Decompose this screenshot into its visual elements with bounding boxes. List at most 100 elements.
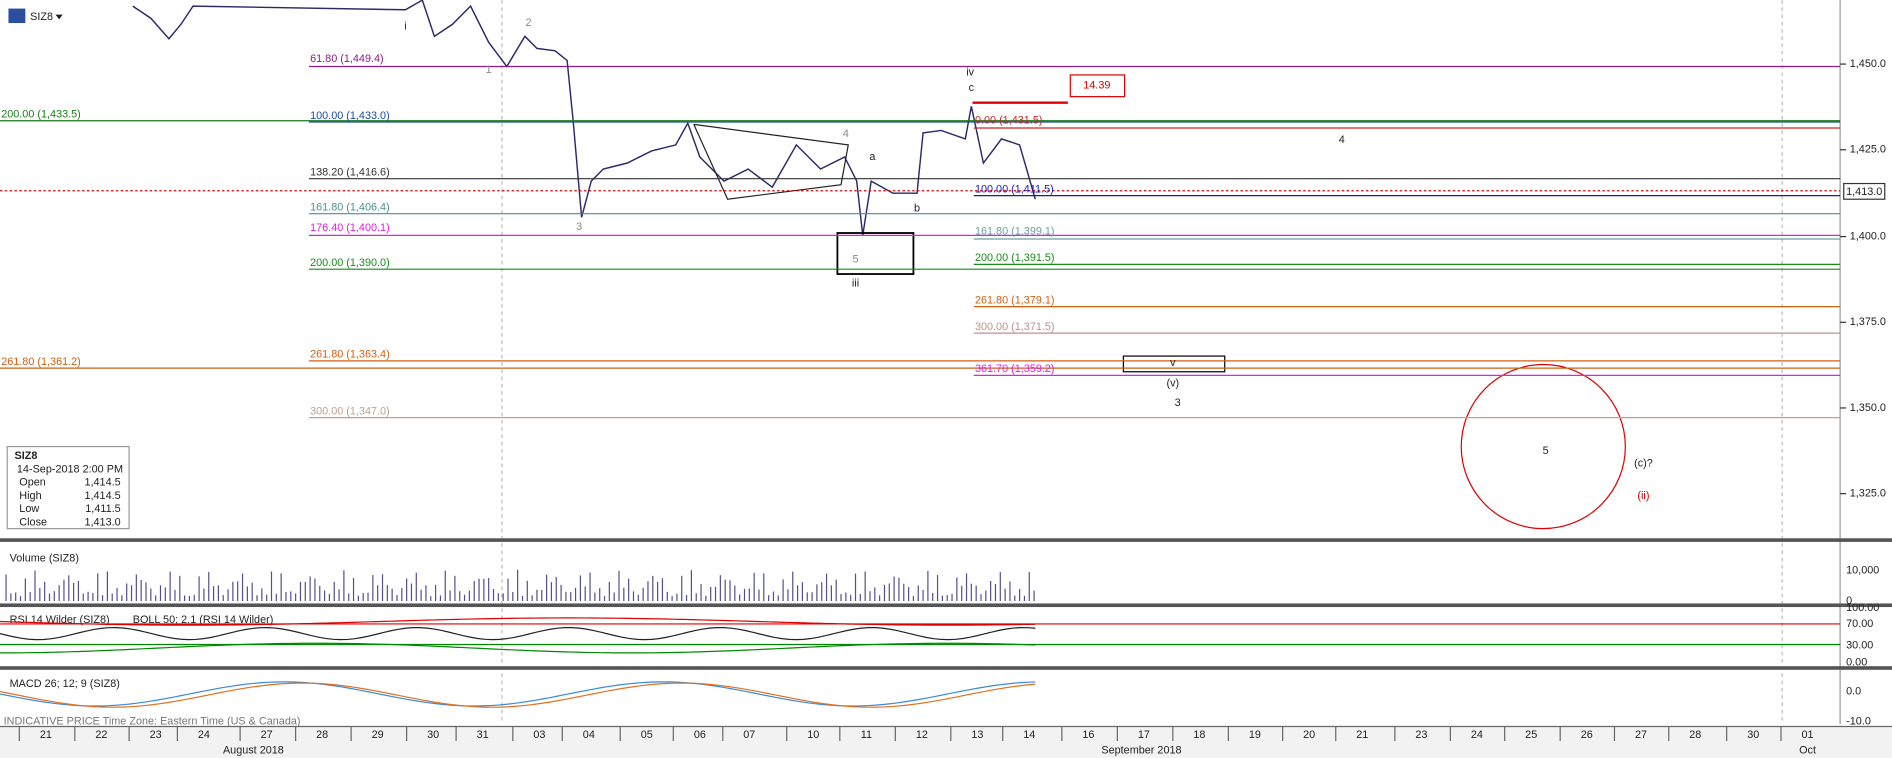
date-label: 06 [694,729,706,741]
boll-upper [0,617,1036,626]
fib-label: 261.80 (1,379.1) [975,294,1055,306]
wave-label: (c)? [1634,457,1653,469]
fib-label: 161.80 (1,399.1) [975,226,1055,238]
wave-label: 3 [1175,397,1181,409]
date-label: 31 [477,729,489,741]
panel-tick-label: 100.00 [1846,602,1879,614]
date-label: 14 [1023,729,1035,741]
layer: 1,450.0 1,425.0 1,400.0 1,375.0 1,350.0 1,325… [0,17,1886,757]
info-key: High [19,490,41,502]
panel-separator [0,603,1892,608]
panel-tick-label: 0 [1846,595,1852,607]
wave-label: 4 [1339,134,1345,146]
wave-label: 3 [576,221,582,233]
target-box [1069,74,1126,98]
info-key: Low [19,503,39,515]
date-label: 30 [427,729,439,741]
date-label: 25 [1525,729,1537,741]
date-label: 04 [583,729,595,741]
wave-label: i [404,21,406,33]
panel-tick-label: 30.00 [1846,640,1873,652]
panel-separator [0,538,1892,542]
date-label: 10 [807,729,819,741]
wave-label: 5 [852,253,858,265]
fib-label: 0.00 (1,431.5) [975,115,1043,127]
panel-tick-label: 70.00 [1846,618,1873,630]
fib-label: 261.80 (1,361.2) [1,356,81,368]
wave-label: 1 [486,64,492,76]
price-tick-label: 1,375.0 [1850,316,1886,328]
wave-label: 4 [843,128,849,140]
date-label: 22 [95,729,107,741]
fib-label: 100.00 (1,433.0) [310,110,390,122]
fib-label: 138.20 (1,416.6) [310,167,390,179]
status-text: INDICATIVE PRICE Time Zone: Eastern Time… [4,716,301,728]
date-label: 26 [1581,729,1593,741]
price-tick-label: 1,450.0 [1850,58,1886,70]
fib-label: 176.40 (1,400.1) [310,222,390,234]
symbol-icon [8,8,26,24]
fib-label: 300.00 (1,371.5) [975,321,1055,333]
fib-label: 200.00 (1,391.5) [975,252,1055,264]
date-label: 01 [1802,729,1814,741]
wave-label: (v) [1167,378,1180,390]
info-key: Open [19,477,46,489]
last-price-box [1843,182,1886,200]
date-label: 19 [1249,729,1261,741]
target-label: 14.39 [1083,80,1110,92]
date-label: 24 [198,729,210,741]
panel-tick-label: 10,000 [1846,565,1879,577]
triangle [693,123,849,200]
fib-label: 100.00 (1,411.5) [975,183,1054,195]
date-label: 12 [916,729,928,741]
date-label: 21 [1356,729,1368,741]
wave-label: iii [852,278,859,290]
wave-label: v [1170,357,1176,369]
month-label: Oct [1799,745,1816,757]
date-label: 28 [316,729,328,741]
month-label: August 2018 [223,745,284,757]
info-value: 1,414.5 [84,477,120,489]
wave-box [836,232,915,275]
month-label: September 2018 [1101,745,1181,757]
date-label: 21 [40,729,52,741]
wave-label: (ii) [1637,490,1649,502]
wave-box [1122,355,1226,373]
date-label: 03 [533,729,545,741]
wave-label: c [969,82,975,94]
wave-label: a [869,151,876,163]
price-tick-label: 1,350.0 [1850,402,1886,414]
date-label: 23 [150,729,162,741]
info-box [6,445,130,530]
fib-label: 300.00 (1,347.0) [310,405,390,417]
rsi-title: RSI 14 Wilder (SIZ8) [10,614,110,626]
price-tick-label: 1,400.0 [1850,230,1886,242]
volume-title: Volume (SIZ8) [10,553,79,565]
panel-tick-label: 0.0 [1846,685,1861,697]
info-value: 1,411.5 [85,503,120,515]
info-key: Close [19,516,47,528]
fib-label: 200.00 (1,390.0) [310,257,390,269]
date-label: 05 [641,729,653,741]
info-time: 14-Sep-2018 2:00 PM [17,463,123,475]
info-value: 1,414.5 [84,490,120,502]
date-label: 29 [372,729,384,741]
price-tick-label: 1,425.0 [1850,144,1886,156]
rsi-overlay: BOLL 50; 2.1 (RSI 14 Wilder) [133,614,274,626]
wave-label: b [914,203,920,215]
symbol[interactable]: SIZ8 [30,11,53,23]
date-axis-bar [0,726,1892,758]
date-label: 20 [1303,729,1315,741]
boll-lower [0,642,1036,654]
date-label: 13 [971,729,983,741]
date-label: 16 [1082,729,1094,741]
wave-label: 2 [525,17,531,29]
date-label: 11 [861,729,872,741]
last-price: 1,413.0 [1846,186,1882,198]
date-label: 30 [1747,729,1759,741]
dropdown-arrow[interactable] [55,14,63,20]
date-label: 27 [261,729,273,741]
panel-separator [0,666,1892,670]
